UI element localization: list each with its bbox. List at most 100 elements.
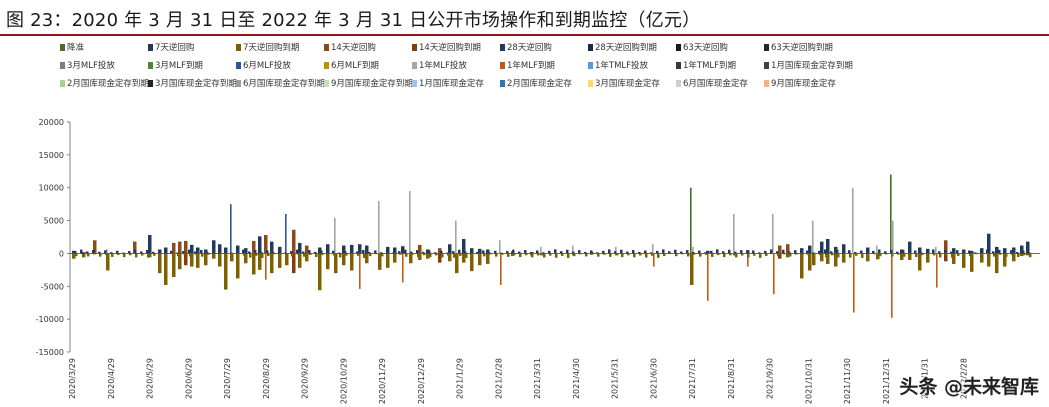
- bar: [332, 250, 335, 254]
- bar: [358, 244, 362, 254]
- bar: [409, 191, 411, 254]
- legend-label: 14天逆回购: [331, 43, 376, 53]
- bar: [478, 253, 482, 266]
- x-tick-label: 2022/2/28: [959, 358, 968, 399]
- legend-item: 降准: [60, 40, 84, 54]
- bar: [746, 250, 750, 254]
- bar: [80, 249, 83, 254]
- bar: [734, 251, 737, 254]
- bar: [915, 253, 918, 257]
- bar: [938, 251, 941, 254]
- bar: [409, 253, 413, 264]
- bar: [178, 253, 182, 270]
- bar: [368, 251, 371, 254]
- bar: [302, 251, 305, 254]
- y-tick-label: 15000: [39, 151, 64, 160]
- bar: [884, 251, 887, 254]
- bar: [820, 241, 824, 254]
- bar: [657, 253, 660, 258]
- bar: [483, 253, 486, 257]
- bar: [448, 253, 452, 262]
- bar: [426, 249, 430, 254]
- bar: [292, 229, 296, 254]
- legend-item: 3月国库现金定存到期: [148, 76, 237, 90]
- bar: [1016, 252, 1019, 254]
- bar: [225, 253, 228, 258]
- bar: [639, 253, 642, 256]
- bar: [524, 250, 527, 254]
- bar: [1023, 253, 1026, 256]
- bar: [401, 246, 405, 254]
- bar: [477, 253, 480, 255]
- x-tick-label: 2021/4/30: [572, 358, 581, 399]
- bar: [261, 253, 264, 258]
- bar: [842, 244, 846, 254]
- chart-title: 图 23：2020 年 3 月 31 日至 2022 年 3 月 31 日公开市…: [6, 10, 701, 31]
- bar: [698, 250, 701, 254]
- y-tick-label: -10000: [36, 315, 64, 324]
- bar: [778, 245, 782, 254]
- bar: [699, 253, 702, 257]
- bar: [378, 253, 382, 270]
- bar: [609, 253, 612, 257]
- y-tick-label: 20000: [39, 118, 64, 127]
- legend-swatch: [764, 61, 769, 69]
- bar: [123, 253, 126, 258]
- bar: [578, 250, 581, 254]
- x-tick-label: 2020/3/29: [68, 358, 77, 399]
- bar: [462, 253, 466, 263]
- x-tick-label: 2021/1/29: [456, 358, 465, 399]
- chart-legend: 降准 7天逆回购 7天逆回购到期 14天逆回购 14天逆回购到期 28天逆回购 28天逆回购…: [60, 40, 1040, 110]
- bar: [849, 253, 852, 258]
- legend-label: 2月国库现金定存: [507, 79, 572, 89]
- bar: [164, 247, 168, 254]
- bar: [244, 253, 248, 264]
- bar: [728, 249, 731, 254]
- bar: [969, 253, 972, 257]
- x-tick-label: 2021/5/31: [611, 358, 620, 399]
- legend-item: 63天逆回购到期: [764, 40, 833, 54]
- bar: [435, 253, 438, 256]
- bar: [230, 204, 232, 254]
- bar: [903, 253, 906, 257]
- legend-swatch: [588, 79, 593, 87]
- bar: [363, 253, 366, 258]
- bar: [387, 253, 390, 255]
- bar: [776, 251, 779, 254]
- bar: [716, 249, 719, 254]
- bar: [464, 251, 467, 254]
- bar: [842, 251, 845, 254]
- bar: [278, 253, 282, 268]
- legend-swatch: [588, 43, 593, 51]
- bar: [172, 253, 176, 278]
- bar: [146, 249, 149, 254]
- bar: [402, 253, 404, 283]
- bar: [488, 252, 491, 254]
- legend-label: 3月国库现金定存: [595, 79, 660, 89]
- legend-label: 3月MLF到期: [155, 61, 203, 71]
- bar: [597, 253, 600, 257]
- bar: [932, 249, 935, 254]
- bar: [920, 252, 923, 254]
- bar: [651, 253, 654, 256]
- bar: [455, 253, 459, 274]
- bar: [204, 249, 208, 254]
- bar: [438, 253, 442, 263]
- bar: [866, 253, 870, 262]
- bar: [465, 253, 468, 258]
- x-tick-label: 2021/8/31: [727, 358, 736, 399]
- title-bar: 图 23：2020 年 3 月 31 日至 2022 年 3 月 31 日公开市…: [0, 0, 1049, 36]
- bar: [808, 253, 812, 271]
- bar: [117, 253, 120, 256]
- bar: [707, 253, 709, 301]
- bar: [231, 253, 234, 256]
- bar: [272, 252, 275, 254]
- bar: [148, 235, 152, 254]
- bar: [513, 253, 516, 255]
- x-tick-label: 2021/3/31: [533, 358, 542, 399]
- bar: [260, 251, 263, 254]
- bar: [249, 253, 252, 258]
- bar: [200, 250, 203, 254]
- bar: [831, 253, 834, 256]
- bar: [326, 252, 329, 254]
